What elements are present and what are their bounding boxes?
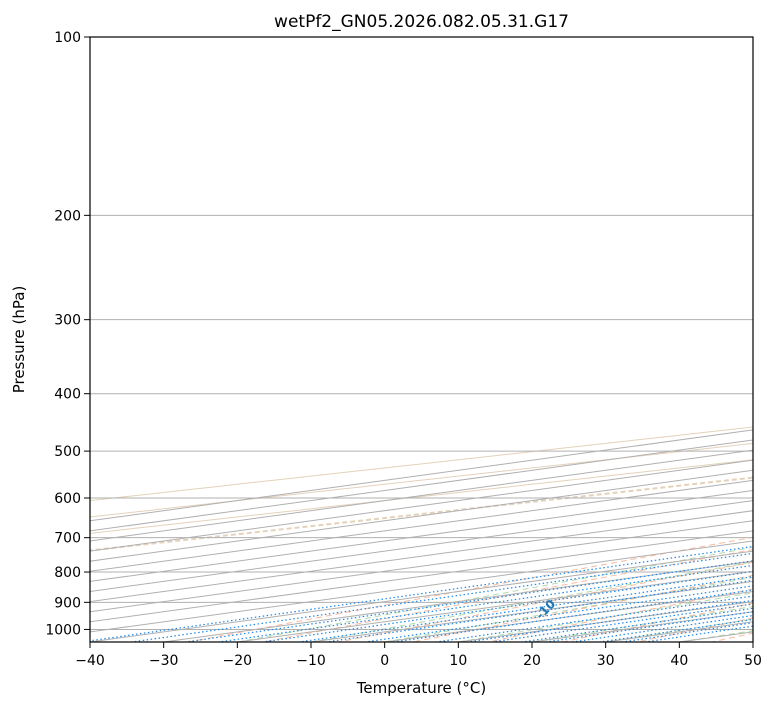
chart-title: wetPf2_GN05.2026.082.05.31.G17: [274, 12, 569, 32]
isobar-grid: [90, 37, 753, 630]
y-tick-label: 300: [54, 313, 81, 329]
plot-frame: [89, 36, 754, 643]
y-tick-label: 700: [54, 531, 81, 547]
isotherm-line: [90, 469, 753, 562]
x-tick-label: 40: [670, 653, 688, 669]
mixing-ratio-line: [463, 599, 753, 642]
x-tick-label: 0: [380, 653, 389, 669]
y-tick-label: 1000: [45, 622, 81, 638]
thickness-curves: [90, 426, 753, 552]
mixing-ratio-line: [432, 595, 753, 642]
x-tick-label: 10: [449, 653, 467, 669]
x-tick-label: 50: [744, 653, 762, 669]
plot-area: -100-90-80-70-60-50-40-30-20-10010203040…: [90, 37, 753, 642]
mixing-ratio-line: [389, 589, 753, 642]
x-tick-label: 30: [597, 653, 615, 669]
isotherm-line: [90, 489, 753, 582]
x-tick-label: −40: [75, 653, 105, 669]
moist-adiabat: [237, 546, 753, 642]
x-axis-label: Temperature (°C): [356, 679, 486, 697]
x-tick-label: −10: [296, 653, 326, 669]
x-tick-label: −20: [223, 653, 253, 669]
x-tick-label: 20: [523, 653, 541, 669]
y-tick-label: 600: [54, 491, 81, 507]
y-tick-label: 800: [54, 565, 81, 581]
mixing-ratio-lines: [90, 545, 753, 642]
isotherm-grid: [90, 429, 753, 642]
thickness-curve: [90, 459, 753, 534]
isotherm-line: [90, 530, 753, 623]
y-axis: 100 200 300 400 500 600 700 800 900 1000: [45, 30, 90, 638]
thickness-curve: [90, 426, 753, 502]
isotherm-line: [90, 510, 753, 603]
moist-adiabat: [458, 592, 753, 642]
y-tick-label: 100: [54, 30, 81, 46]
thickness-curve: [90, 476, 753, 552]
x-tick-label: −30: [149, 653, 179, 669]
isotherm-line: [90, 500, 753, 592]
y-tick-label: 500: [54, 444, 81, 460]
isotherm-line: [90, 479, 753, 572]
isotherm-line: [90, 540, 753, 633]
isotherm-line: [90, 459, 753, 552]
y-axis-label: Pressure (hPa): [10, 286, 28, 394]
thickness-curve: [90, 442, 753, 518]
x-axis: −40 −30 −20 −10 0 10 20 30 40 50: [75, 642, 762, 669]
y-tick-label: 900: [54, 595, 81, 611]
y-tick-label: 200: [54, 208, 81, 224]
mixing-ratio-line: [181, 560, 753, 642]
y-tick-label: 400: [54, 387, 81, 403]
mixing-ratio-line: [90, 545, 753, 642]
isotherm-line: [90, 520, 753, 613]
mixing-ratio-line: [488, 603, 753, 642]
